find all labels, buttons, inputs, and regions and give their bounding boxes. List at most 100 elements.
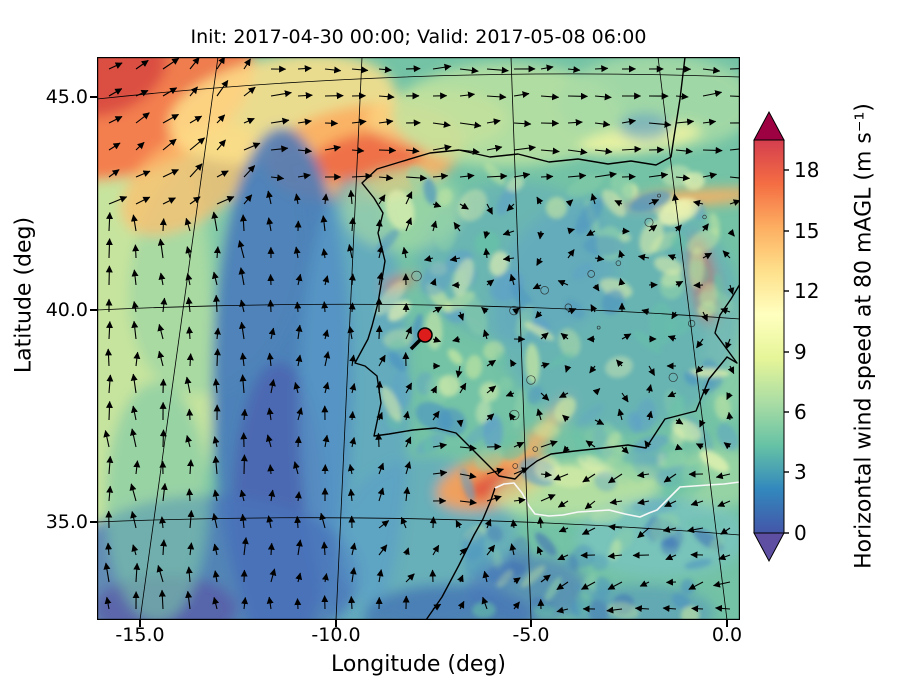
wind-arrow: [351, 146, 365, 154]
wind-arrow: [567, 66, 581, 74]
wind-arrow: [243, 86, 256, 97]
meridian-15w: [139, 57, 219, 620]
wind-arrow: [322, 434, 330, 448]
wind-arrow: [106, 320, 114, 340]
wind-arrow: [185, 273, 193, 286]
wind-arrow: [294, 436, 302, 448]
wind-arrow: [486, 279, 495, 287]
wind-arrow: [725, 338, 732, 350]
wind-arrow: [581, 581, 596, 590]
wind-arrow: [160, 297, 168, 313]
wind-arrow: [239, 374, 247, 394]
wind-arrow: [378, 354, 386, 367]
wind-arrow: [562, 414, 570, 423]
wind-arrow: [159, 516, 166, 529]
wind-arrow: [513, 144, 536, 152]
wind-arrow: [459, 382, 467, 394]
wind-arrow: [674, 224, 682, 233]
wind-arrow: [459, 444, 477, 452]
texture-blob: [496, 187, 516, 216]
texture-blob: [547, 351, 575, 369]
texture-blob: [388, 339, 406, 352]
wind-arrow: [512, 601, 520, 610]
wind-arrow: [675, 118, 695, 126]
wind-arrow: [239, 299, 247, 313]
wind-arrow: [594, 93, 612, 101]
texture-blob: [422, 437, 434, 453]
wind-arrow: [502, 229, 515, 236]
wind-arrow: [459, 172, 475, 180]
wind-arrow: [133, 460, 141, 475]
colorbar-tick-label: 6: [794, 400, 807, 424]
texture-blob: [460, 468, 475, 502]
wind-arrow: [513, 467, 529, 475]
wind-arrow: [319, 512, 327, 529]
wind-arrow: [378, 93, 395, 101]
wind-arrow: [106, 455, 114, 475]
wind-arrow: [699, 419, 706, 428]
texture-blob: [680, 578, 695, 595]
contour-ring: [526, 375, 536, 385]
wind-arrow: [432, 306, 443, 314]
wind-arrow: [586, 229, 596, 237]
wind-arrow: [106, 211, 114, 232]
wind-arrow: [432, 336, 441, 343]
wind-arrow: [486, 467, 504, 475]
wind-arrow: [509, 359, 517, 368]
x-tick-mark: [726, 620, 728, 627]
wind-arrow: [186, 353, 194, 367]
wind-arrow: [376, 569, 384, 583]
wind-arrow: [405, 147, 420, 155]
wind-arrow: [295, 273, 303, 286]
wind-arrow: [644, 440, 652, 449]
wind-arrow: [594, 171, 617, 179]
wind-arrow: [404, 436, 412, 448]
wind-arrow: [377, 462, 385, 475]
wind-arrow: [536, 196, 544, 205]
texture-blob: [458, 189, 488, 222]
wind-arrow: [667, 335, 677, 342]
wind-arrow: [268, 489, 276, 502]
wind-arrow: [432, 410, 440, 421]
wind-arrow: [556, 581, 569, 590]
wind-arrow: [378, 194, 386, 205]
wind-arrow: [589, 365, 597, 374]
wind-arrow: [481, 596, 489, 610]
wind-arrow: [160, 482, 168, 502]
texture-blob: [499, 433, 529, 461]
wind-arrow: [321, 301, 329, 313]
texture-blob: [496, 570, 513, 588]
wind-arrow: [239, 489, 247, 502]
texture-blob: [447, 348, 463, 365]
wind-arrow: [567, 172, 587, 180]
texture-blob: [576, 589, 592, 615]
wind-arrow: [667, 254, 677, 261]
wind-arrow: [432, 469, 448, 477]
wind-arrow: [131, 269, 139, 286]
wind-arrow: [537, 516, 545, 529]
wind-arrow: [377, 487, 385, 502]
wind-arrow: [720, 307, 731, 315]
wind-arrow: [267, 464, 275, 475]
wind-arrow: [557, 500, 569, 508]
wind-arrow: [189, 115, 203, 124]
texture-blob: [462, 294, 488, 336]
wind-arrow: [297, 172, 311, 180]
wind-arrow: [453, 222, 461, 232]
texture-blob: [568, 552, 579, 572]
wind-arrow: [375, 380, 383, 394]
wind-arrow: [212, 596, 220, 610]
x-tick-label: -10.0: [311, 624, 361, 646]
wind-arrow: [609, 498, 623, 506]
wind-arrow: [616, 359, 624, 367]
colorbar-tick-label: 15: [794, 219, 820, 243]
wind-arrow: [459, 547, 468, 556]
wind-arrow: [243, 58, 251, 70]
wind-arrow: [405, 174, 428, 182]
wind-arrow: [213, 246, 221, 259]
wind-arrow: [540, 147, 560, 155]
wind-arrow: [270, 145, 289, 153]
wind-arrow: [292, 461, 300, 475]
wind-arrow: [185, 246, 193, 259]
y-axis-label: Latitude (deg): [11, 216, 37, 374]
